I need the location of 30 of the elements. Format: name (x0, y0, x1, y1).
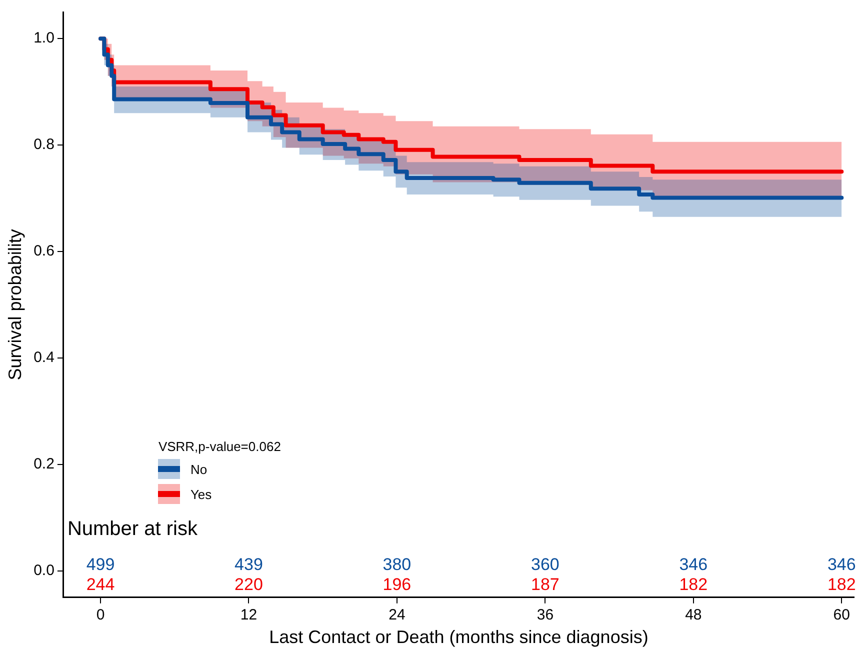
x-tick-label: 48 (685, 606, 702, 624)
annotation: 244 (86, 575, 115, 594)
x-tick-label: 60 (833, 606, 850, 624)
annotation: 380 (382, 555, 412, 574)
annotation: 220 (234, 575, 263, 594)
y-tick-label: 1.0 (34, 30, 54, 47)
annotation: 360 (531, 555, 560, 574)
y-tick-label: 0.6 (34, 242, 54, 260)
legend-label: Yes (190, 486, 212, 502)
annotation: 182 (679, 575, 708, 594)
annotation: 346 (827, 555, 856, 574)
y-tick-label: 0.4 (34, 349, 54, 366)
y-axis-title: Survival probability (4, 229, 25, 380)
x-tick-label: 36 (536, 606, 554, 624)
y-tick-label: 0.0 (34, 562, 54, 579)
annotation: 439 (234, 555, 263, 574)
annotation: 346 (679, 555, 708, 574)
x-axis-title: Last Contact or Death (months since diagnosis) (269, 627, 648, 648)
legend-label: No (190, 462, 208, 477)
legend-title: VSRR,p-value=0.062 (158, 439, 281, 454)
annotation: 499 (86, 555, 115, 574)
y-tick-label: 0.2 (34, 455, 54, 472)
x-tick-label: 0 (96, 606, 105, 624)
x-tick-label: 12 (240, 606, 258, 624)
annotation: Number at risk (67, 518, 198, 540)
annotation: 182 (827, 575, 856, 594)
annotation: 187 (531, 575, 560, 594)
y-tick-label: 0.8 (34, 136, 54, 154)
annotation: 196 (382, 575, 412, 594)
x-tick-label: 24 (388, 606, 406, 624)
